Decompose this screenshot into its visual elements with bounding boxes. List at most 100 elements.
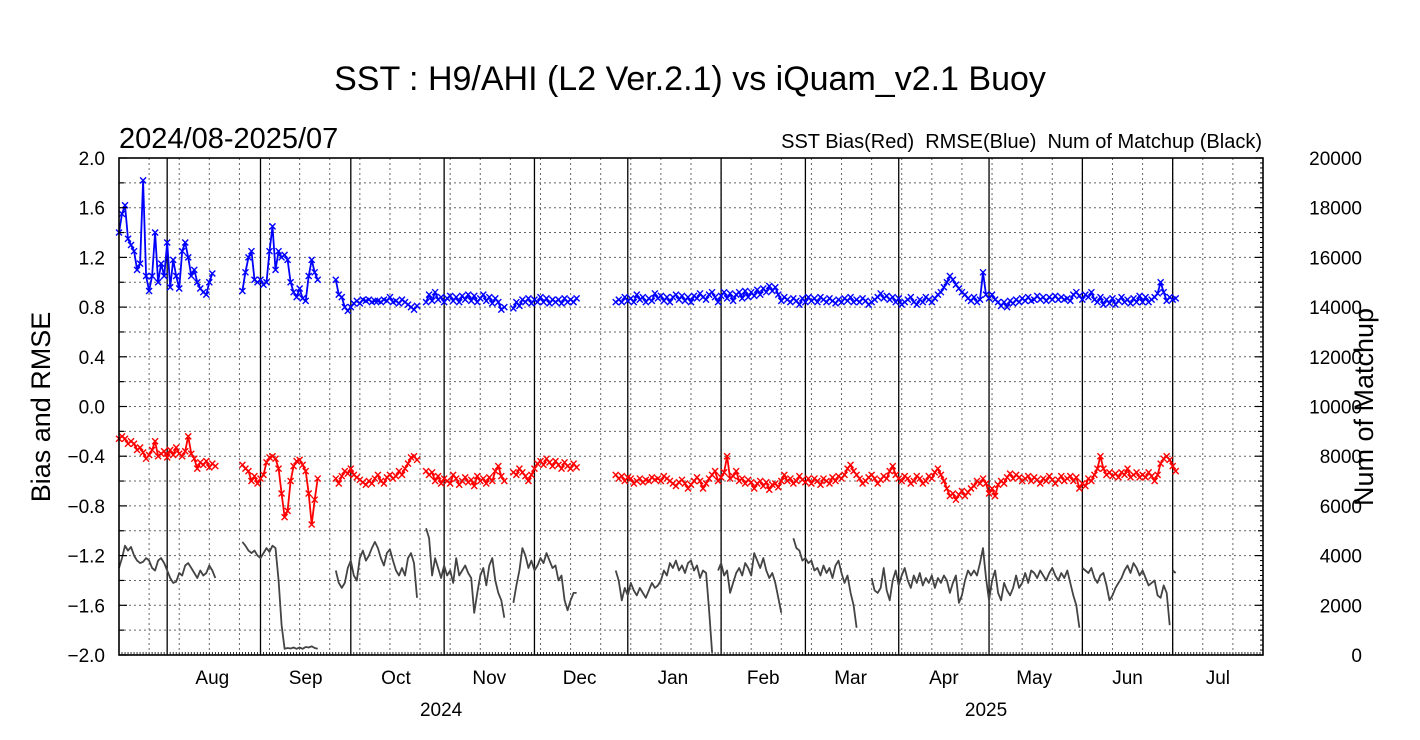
data-point-marker <box>386 293 394 301</box>
data-point-marker <box>1154 471 1162 479</box>
data-point-marker <box>494 462 502 470</box>
data-point-marker <box>841 471 849 479</box>
data-point-marker <box>949 276 957 284</box>
data-point-marker <box>467 297 475 305</box>
data-point-marker <box>1096 293 1104 301</box>
data-point-marker <box>413 456 421 464</box>
data-point-marker <box>720 468 728 476</box>
series-line-segment <box>334 279 418 312</box>
x-tick-label: Apr <box>929 668 959 689</box>
data-point-marker <box>374 471 382 479</box>
y-tick-right-label: 8000 <box>1320 447 1362 468</box>
data-point-marker <box>648 297 656 305</box>
data-point-marker <box>937 288 945 296</box>
data-point-marker <box>1136 292 1144 300</box>
data-point-marker <box>142 272 150 280</box>
data-point-marker <box>509 304 517 312</box>
data-point-marker <box>193 465 201 473</box>
y-tick-left-label: 2.0 <box>79 149 105 170</box>
data-point-marker <box>314 276 322 284</box>
y-tick-left-label: −1.6 <box>67 596 105 617</box>
data-point-marker <box>672 291 680 299</box>
series-line-segment <box>870 547 1081 628</box>
data-point-marker <box>428 468 436 476</box>
data-point-marker <box>455 298 463 306</box>
data-point-marker <box>284 256 292 264</box>
series-2 <box>118 528 1177 653</box>
data-point-marker <box>825 480 833 488</box>
y-tick-right-label: 18000 <box>1309 199 1362 220</box>
series-line-segment <box>334 541 418 598</box>
data-point-marker <box>741 287 749 295</box>
data-point-marker <box>244 253 252 261</box>
x-tick-label: Jul <box>1206 668 1230 689</box>
data-point-marker <box>157 260 165 268</box>
data-point-marker <box>178 247 186 255</box>
data-point-marker <box>136 444 144 451</box>
data-point-marker <box>467 476 475 484</box>
data-point-marker <box>1142 473 1150 481</box>
x-tick-label: Aug <box>195 668 229 689</box>
data-point-marker <box>139 176 147 184</box>
data-point-marker <box>266 247 274 255</box>
data-point-marker <box>512 471 520 479</box>
data-point-marker <box>287 278 295 286</box>
x-tick-label: Feb <box>747 668 780 689</box>
data-point-marker <box>497 472 505 480</box>
data-point-marker <box>488 299 496 307</box>
data-point-marker <box>889 293 897 301</box>
data-point-marker <box>139 448 147 456</box>
data-point-marker <box>1072 473 1080 481</box>
chart-subtitle: 2024/08-2025/07 <box>119 123 338 155</box>
data-point-marker <box>1148 472 1156 480</box>
data-point-marker <box>187 272 195 280</box>
data-point-marker <box>663 293 671 301</box>
series-line-segment <box>614 559 713 653</box>
data-point-marker <box>1000 298 1008 306</box>
y-tick-right-label: 14000 <box>1309 298 1362 319</box>
data-point-marker <box>949 489 957 497</box>
data-point-marker <box>1087 477 1095 485</box>
data-point-marker <box>1169 462 1177 470</box>
data-point-marker <box>1093 298 1101 306</box>
data-point-marker <box>1151 477 1159 485</box>
data-point-marker <box>934 465 942 473</box>
data-point-marker <box>913 301 921 309</box>
data-point-marker <box>275 247 283 255</box>
data-point-marker <box>238 287 246 295</box>
data-point-marker <box>446 292 454 300</box>
data-point-marker <box>657 292 665 300</box>
data-point-marker <box>696 477 704 485</box>
data-point-marker <box>651 289 659 297</box>
data-point-marker <box>479 475 487 483</box>
data-point-marker <box>166 446 174 454</box>
data-point-marker <box>832 477 839 485</box>
data-point-marker <box>133 266 141 274</box>
data-point-marker <box>543 294 550 302</box>
data-point-marker <box>338 472 346 480</box>
data-point-marker <box>539 461 547 469</box>
data-point-marker <box>618 472 626 480</box>
x-tick-label: Jun <box>1112 668 1143 689</box>
data-point-marker <box>795 301 803 309</box>
data-point-marker <box>494 298 502 306</box>
data-point-marker <box>257 276 264 284</box>
data-point-marker <box>124 235 132 243</box>
data-point-marker <box>943 278 951 286</box>
data-point-marker <box>422 298 430 306</box>
data-point-marker <box>290 288 298 296</box>
data-point-marker <box>437 480 445 488</box>
data-point-marker <box>729 472 737 480</box>
data-point-marker <box>895 294 903 302</box>
data-point-marker <box>208 270 216 278</box>
data-point-marker <box>1093 465 1101 473</box>
data-point-marker <box>470 482 478 490</box>
data-point-marker <box>130 440 138 448</box>
data-point-marker <box>1154 289 1162 297</box>
data-point-marker <box>877 289 885 297</box>
data-point-marker <box>404 460 412 468</box>
data-point-marker <box>281 251 289 259</box>
data-point-marker <box>558 299 566 307</box>
data-point-marker <box>1087 288 1095 296</box>
data-point-marker <box>247 247 255 255</box>
